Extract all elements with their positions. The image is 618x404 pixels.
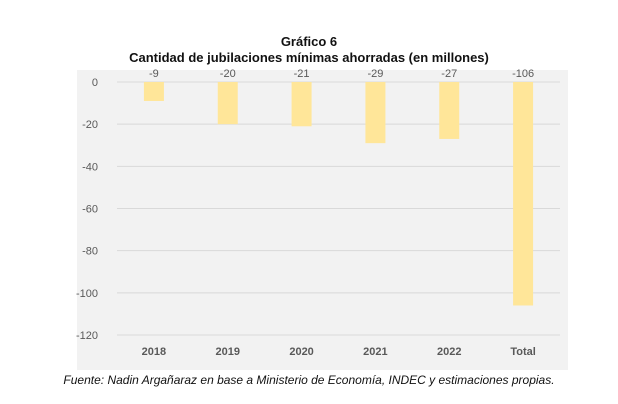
source-note: Fuente: Nadin Argañaraz en base a Minist… — [63, 373, 555, 387]
x-tick-label: 2020 — [289, 346, 313, 358]
bar — [439, 82, 460, 139]
y-tick-label: 0 — [92, 77, 98, 89]
bar — [291, 82, 312, 127]
bar — [365, 82, 386, 144]
y-tick-label: -100 — [76, 288, 98, 300]
bar — [217, 82, 238, 125]
data-label: -21 — [294, 68, 310, 80]
y-tick-label: -80 — [82, 246, 98, 258]
x-tick-label: 2022 — [437, 346, 461, 358]
bar — [143, 82, 164, 101]
data-label: -9 — [149, 68, 159, 80]
y-tick-label: -20 — [82, 119, 98, 131]
y-tick-label: -60 — [82, 204, 98, 216]
x-tick-label: 2018 — [142, 346, 166, 358]
plot-area-background — [77, 70, 568, 370]
bar — [513, 82, 534, 306]
data-label: -27 — [441, 68, 457, 80]
x-tick-label: Total — [510, 346, 535, 358]
data-label: -106 — [512, 68, 534, 80]
y-tick-label: -120 — [76, 330, 98, 342]
y-tick-label: -40 — [82, 161, 98, 173]
x-tick-label: 2019 — [216, 346, 240, 358]
chart-title: Gráfico 6 — [280, 34, 338, 49]
chart-subtitle: Cantidad de jubilaciones mínimas ahorrad… — [129, 50, 489, 65]
x-tick-label: 2021 — [363, 346, 387, 358]
data-label: -20 — [220, 68, 236, 80]
data-label: -29 — [367, 68, 383, 80]
